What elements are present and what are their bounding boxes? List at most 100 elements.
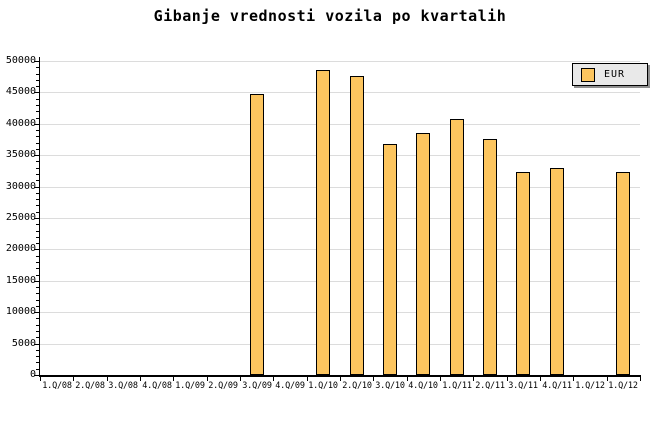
y-major-tick [34,312,40,313]
y-minor-tick [36,287,40,288]
x-tick-label: 1.Q/11 [442,381,472,391]
x-tick-label: 1.Q/09 [175,381,205,391]
x-tick [373,377,374,381]
y-minor-tick [36,362,40,363]
x-tick-label: 4.Q/08 [142,381,172,391]
x-tick [240,377,241,381]
x-tick [440,377,441,381]
x-tick-label: 1.Q/12 [608,381,638,391]
x-tick [573,377,574,381]
x-tick-label: 1.Q/12 [575,381,605,391]
y-major-tick [34,218,40,219]
y-minor-tick [36,325,40,326]
y-minor-tick [36,300,40,301]
y-minor-tick [36,130,40,131]
y-minor-tick [36,86,40,87]
x-tick [340,377,341,381]
y-minor-tick [36,256,40,257]
y-minor-tick [36,168,40,169]
bar [250,94,264,375]
x-tick [640,377,641,381]
chart-title: Gibanje vrednosti vozila po kvartalih [153,7,507,25]
x-tick [207,377,208,381]
legend-label: EUR [604,69,626,80]
y-minor-tick [36,143,40,144]
y-tick-label: 30000 [5,181,36,192]
y-tick-label: 25000 [5,212,36,223]
legend: EUR [572,63,648,86]
bar [316,70,330,375]
y-major-tick [34,92,40,93]
x-tick-label: 4.Q/11 [542,381,572,391]
bar [550,168,564,375]
y-minor-tick [36,243,40,244]
y-minor-tick [36,67,40,68]
y-tick-label: 45000 [5,86,36,97]
x-tick [607,377,608,381]
y-tick-label: 10000 [5,306,36,317]
y-minor-tick [36,231,40,232]
gridline [40,61,640,62]
y-tick-label: 50000 [5,55,36,66]
y-minor-tick [36,356,40,357]
gridline [40,343,640,345]
gridline [40,186,640,188]
y-major-tick [34,344,40,345]
y-minor-tick [36,193,40,194]
y-minor-tick [36,99,40,100]
gridline [40,280,640,282]
x-tick [473,377,474,381]
y-minor-tick [36,149,40,150]
y-minor-tick [36,331,40,332]
y-major-tick [34,155,40,156]
bar [483,139,497,375]
y-minor-tick [36,293,40,294]
y-minor-tick [36,74,40,75]
x-tick-label: 1.Q/10 [308,381,338,391]
y-minor-tick [36,350,40,351]
x-axis [39,375,641,377]
y-minor-tick [36,275,40,276]
x-tick-label: 2.Q/11 [475,381,505,391]
gridline [40,123,640,125]
x-tick-label: 3.Q/10 [375,381,405,391]
x-tick [140,377,141,381]
y-minor-tick [36,180,40,181]
y-tick-label: 15000 [5,275,36,286]
y-minor-tick [36,111,40,112]
y-major-tick [34,249,40,250]
y-tick-label: 0 [29,369,36,380]
gridline [40,312,640,314]
y-minor-tick [36,105,40,106]
x-tick [107,377,108,381]
y-minor-tick [36,118,40,119]
x-tick [40,377,41,381]
x-tick-label: 2.Q/10 [342,381,372,391]
y-major-tick [34,187,40,188]
bar [350,76,364,375]
x-tick [73,377,74,381]
y-major-tick [34,124,40,125]
x-tick-label: 2.Q/08 [75,381,105,391]
y-minor-tick [36,80,40,81]
gridline [40,218,640,219]
y-tick-label: 40000 [5,118,36,129]
y-major-tick [34,61,40,62]
y-tick-label: 20000 [5,243,36,254]
y-minor-tick [36,174,40,175]
x-tick [540,377,541,381]
y-minor-tick [36,224,40,225]
gridline [40,249,640,251]
x-tick [407,377,408,381]
bar [416,133,430,375]
x-tick-label: 4.Q/09 [275,381,305,391]
y-minor-tick [36,199,40,200]
y-minor-tick [36,212,40,213]
x-tick-label: 3.Q/08 [108,381,138,391]
y-minor-tick [36,205,40,206]
bar [516,172,530,375]
bar [383,144,397,375]
y-minor-tick [36,262,40,263]
y-minor-tick [36,369,40,370]
